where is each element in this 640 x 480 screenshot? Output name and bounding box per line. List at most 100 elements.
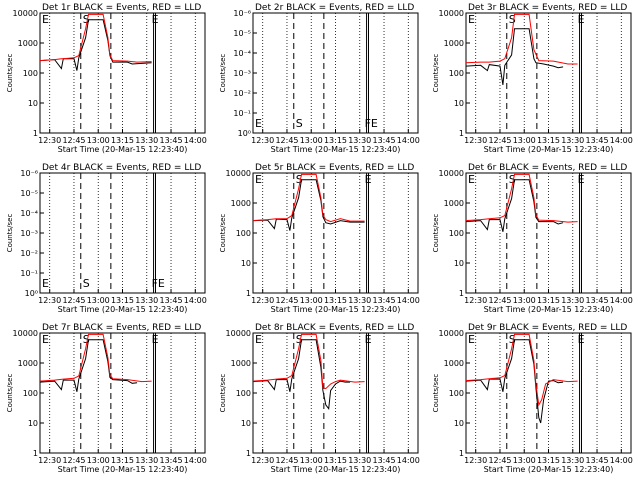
marker-letter: E bbox=[255, 117, 262, 130]
marker-letter: S bbox=[296, 173, 303, 186]
x-tick-label: 13:00 bbox=[513, 136, 536, 145]
panel-title: Det 9r BLACK = Events, RED = LLD bbox=[468, 323, 627, 333]
y-axis-label: Counts/sec bbox=[219, 54, 227, 93]
x-tick-label: 12:45 bbox=[62, 136, 85, 145]
x-tick-label: 13:45 bbox=[159, 136, 182, 145]
x-tick-label: 13:45 bbox=[372, 456, 395, 465]
x-tick-label: 12:45 bbox=[275, 136, 298, 145]
y-tick-label: 10⁰ bbox=[25, 289, 38, 298]
y-tick-label: 10000 bbox=[439, 169, 464, 178]
marker-letter: E bbox=[578, 173, 585, 186]
detector-panel: Det 5r BLACK = Events, RED = LLD 12:30 12:… bbox=[219, 163, 420, 314]
events-series-line bbox=[252, 339, 351, 411]
marker-letter: E bbox=[42, 333, 49, 346]
events-series-line bbox=[39, 19, 152, 71]
lld-series-line bbox=[465, 173, 578, 223]
marker-letter: S bbox=[296, 333, 303, 346]
x-tick-label: 13:30 bbox=[348, 136, 371, 145]
events-series-line bbox=[39, 339, 138, 392]
x-tick-label: 13:30 bbox=[348, 296, 371, 305]
x-tick-label: 14:00 bbox=[397, 136, 420, 145]
y-tick-label: 100 bbox=[23, 69, 38, 78]
detector-panel: Det 1r BLACK = Events, RED = LLD 12:30 12:… bbox=[6, 3, 207, 154]
y-tick-label: 10000 bbox=[439, 9, 464, 18]
y-axis-label: Counts/sec bbox=[6, 214, 14, 253]
detector-panel: Det 6r BLACK = Events, RED = LLD 12:30 12:… bbox=[432, 163, 633, 314]
x-tick-label: 13:00 bbox=[87, 296, 110, 305]
x-axis-label: Start Time (20-Mar-15 12:23:40) bbox=[58, 305, 188, 314]
x-tick-label: 13:30 bbox=[348, 456, 371, 465]
x-tick-label: 13:45 bbox=[585, 136, 608, 145]
x-tick-label: 13:15 bbox=[537, 296, 560, 305]
x-tick-label: 12:45 bbox=[275, 296, 298, 305]
x-tick-label: 13:00 bbox=[300, 296, 323, 305]
y-tick-label: 1000 bbox=[444, 39, 464, 48]
y-tick-label: 1 bbox=[246, 449, 251, 458]
x-tick-label: 12:45 bbox=[62, 456, 85, 465]
y-tick-label: 1 bbox=[459, 289, 464, 298]
x-tick-label: 12:30 bbox=[464, 136, 487, 145]
y-tick-label: 10⁻² bbox=[233, 89, 251, 98]
lld-series-line bbox=[465, 13, 578, 65]
y-tick-label: 100 bbox=[236, 229, 251, 238]
x-axis-label: Start Time (20-Mar-15 12:23:40) bbox=[271, 465, 401, 474]
panel-title: Det 5r BLACK = Events, RED = LLD bbox=[255, 163, 414, 173]
y-tick-label: 10⁻³ bbox=[233, 69, 251, 78]
y-tick-label: 1 bbox=[459, 449, 464, 458]
marker-letter: E bbox=[578, 333, 585, 346]
x-axis-label: Start Time (20-Mar-15 12:23:40) bbox=[271, 305, 401, 314]
y-tick-label: 10000 bbox=[226, 329, 251, 338]
x-tick-label: 12:45 bbox=[488, 456, 511, 465]
panel-title: Det 8r BLACK = Events, RED = LLD bbox=[255, 323, 414, 333]
events-series-line bbox=[465, 339, 564, 424]
y-tick-label: 100 bbox=[236, 389, 251, 398]
marker-letter: E bbox=[152, 13, 159, 26]
events-series-line bbox=[465, 28, 564, 85]
x-tick-label: 13:30 bbox=[135, 136, 158, 145]
x-tick-label: 13:00 bbox=[513, 456, 536, 465]
x-tick-label: 14:00 bbox=[397, 456, 420, 465]
y-tick-label: 1 bbox=[33, 129, 38, 138]
x-tick-label: 14:00 bbox=[397, 296, 420, 305]
x-tick-label: 13:00 bbox=[300, 136, 323, 145]
y-tick-label: 10⁻⁵ bbox=[20, 189, 38, 198]
y-tick-label: 10⁰ bbox=[238, 129, 251, 138]
x-axis-label: Start Time (20-Mar-15 12:23:40) bbox=[58, 465, 188, 474]
y-tick-label: 10⁻⁶ bbox=[20, 169, 38, 178]
marker-letter: E bbox=[468, 333, 475, 346]
marker-letter: E bbox=[365, 333, 372, 346]
y-tick-label: 10 bbox=[454, 259, 464, 268]
y-tick-label: 10⁻² bbox=[20, 249, 38, 258]
marker-letter: E bbox=[578, 13, 585, 26]
x-tick-label: 12:30 bbox=[251, 136, 274, 145]
x-tick-label: 12:30 bbox=[38, 136, 61, 145]
y-tick-label: 10⁻⁵ bbox=[233, 29, 251, 38]
x-tick-label: 13:15 bbox=[537, 456, 560, 465]
y-tick-label: 100 bbox=[449, 389, 464, 398]
x-tick-label: 12:45 bbox=[62, 296, 85, 305]
x-tick-label: 12:30 bbox=[464, 296, 487, 305]
y-tick-label: 10000 bbox=[13, 9, 38, 18]
y-tick-label: 100 bbox=[23, 389, 38, 398]
x-tick-label: 13:45 bbox=[585, 456, 608, 465]
y-tick-label: 1 bbox=[246, 289, 251, 298]
x-tick-label: 13:45 bbox=[585, 296, 608, 305]
y-tick-label: 10⁻¹ bbox=[20, 269, 38, 278]
y-axis-label: Counts/sec bbox=[432, 214, 440, 253]
y-tick-label: 1000 bbox=[18, 359, 38, 368]
marker-letter: S bbox=[83, 333, 90, 346]
x-tick-label: 14:00 bbox=[184, 136, 207, 145]
y-axis-label: Counts/sec bbox=[6, 54, 14, 93]
lld-series-line bbox=[39, 13, 152, 63]
marker-letter: S bbox=[509, 333, 516, 346]
x-tick-label: 14:00 bbox=[610, 456, 633, 465]
x-tick-label: 12:45 bbox=[275, 456, 298, 465]
y-tick-label: 10000 bbox=[226, 169, 251, 178]
x-tick-label: 13:00 bbox=[300, 456, 323, 465]
x-axis-label: Start Time (20-Mar-15 12:23:40) bbox=[484, 305, 614, 314]
panel-title: Det 3r BLACK = Events, RED = LLD bbox=[468, 3, 627, 13]
y-tick-label: 10 bbox=[241, 259, 251, 268]
y-axis-label: Counts/sec bbox=[432, 374, 440, 413]
x-tick-label: 12:45 bbox=[488, 296, 511, 305]
x-tick-label: 14:00 bbox=[184, 296, 207, 305]
